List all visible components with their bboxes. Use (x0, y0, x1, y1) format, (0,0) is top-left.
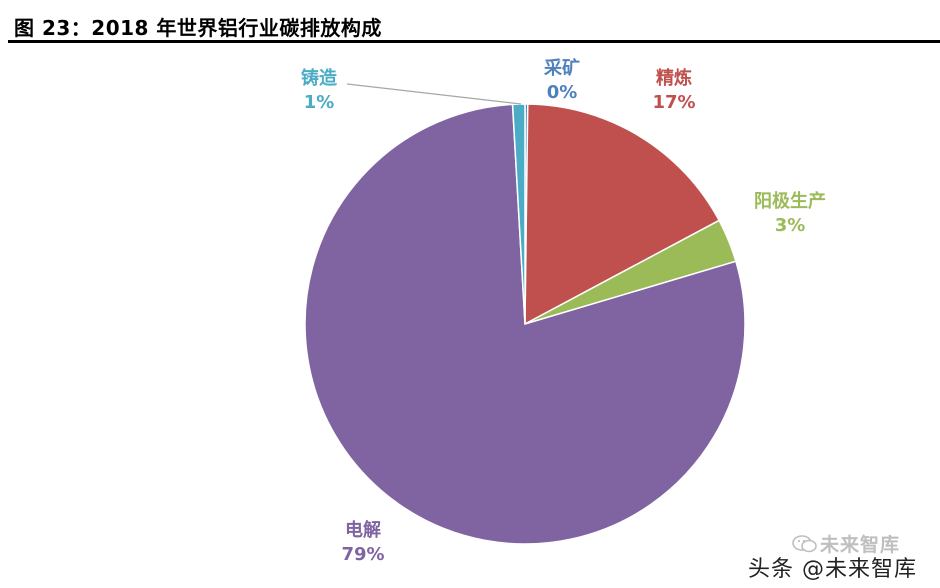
slice-category: 精炼 (656, 68, 692, 89)
pie-slice (304, 103, 746, 545)
watermark-logo-text: 未来智库 (820, 534, 901, 556)
wechat-icon (792, 535, 817, 553)
watermark-caption: 头条 @未来智库 (748, 557, 917, 582)
slice-percent: 79% (341, 544, 385, 565)
leader-line (346, 83, 522, 105)
chart-title: 图 23：2018 年世界铝行业碳排放构成 (14, 16, 382, 40)
slice-label: 铸造 1% (301, 67, 337, 115)
slice-label: 阳极生产 3% (754, 190, 826, 238)
slice-percent: 1% (303, 92, 335, 113)
slice-label: 采矿 0% (544, 57, 580, 105)
slice-label: 电解 79% (341, 519, 384, 567)
slice-percent: 0% (546, 82, 578, 103)
slice-percent: 17% (652, 92, 696, 113)
title-rule (8, 40, 940, 43)
slice-label: 精炼 17% (652, 67, 695, 115)
slice-percent: 3% (774, 215, 806, 236)
slice-category: 铸造 (301, 68, 337, 89)
slice-category: 电解 (345, 520, 381, 541)
slice-category: 阳极生产 (754, 191, 826, 212)
pie-slice (524, 103, 721, 326)
slice-category: 采矿 (544, 58, 580, 79)
